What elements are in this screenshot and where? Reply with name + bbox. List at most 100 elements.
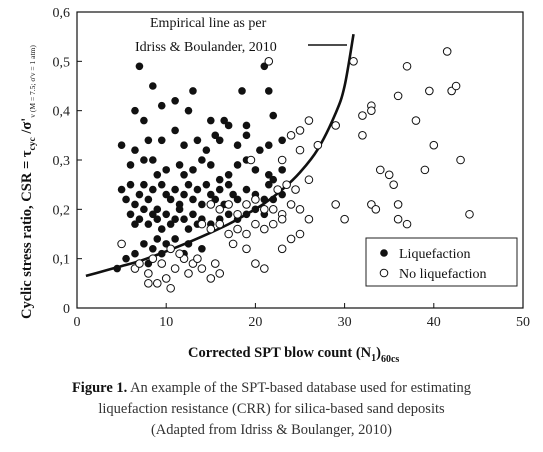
liquefaction-point — [144, 136, 153, 145]
no-liquefaction-point — [246, 155, 256, 165]
liquefaction-point — [131, 249, 139, 258]
liquefaction-point — [242, 131, 251, 140]
no-liquefaction-point — [384, 170, 394, 180]
no-liquefaction-point — [215, 205, 225, 214]
no-liquefaction-point — [375, 165, 385, 175]
liquefaction-point — [189, 166, 197, 174]
liquefaction-point — [175, 205, 184, 214]
legend: Liquefaction No liquefaction — [365, 237, 518, 287]
no-liquefaction-point — [193, 254, 202, 263]
y-tick-label: 0,6 — [53, 6, 71, 21]
liquefaction-point — [233, 141, 242, 149]
no-liquefaction-point — [465, 209, 474, 219]
caption-line1-text: An example of the SPT-based database use… — [127, 380, 472, 396]
liquefaction-point — [211, 131, 220, 140]
liquefaction-point — [171, 215, 179, 223]
liquefaction-point — [198, 200, 206, 209]
liquefaction-point — [215, 185, 224, 194]
no-liquefaction-point — [371, 205, 381, 214]
liquefaction-point — [184, 225, 193, 233]
liquefaction-point — [264, 180, 273, 189]
liquefaction-point — [233, 195, 242, 204]
y-tick-label: 0,4 — [53, 105, 71, 120]
x-tick-label: 0 — [74, 315, 81, 330]
x-tick-label: 40 — [427, 315, 441, 330]
liquefaction-point — [242, 185, 251, 194]
no-liquefaction-point — [277, 155, 287, 165]
no-liquefaction-point — [215, 219, 225, 229]
no-liquefaction-point — [393, 91, 403, 101]
x-tick-label: 20 — [248, 315, 262, 330]
liquefaction-point — [157, 180, 166, 189]
caption-line3: (Adapted from Idriss & Boulanger, 2010) — [150, 422, 393, 438]
liquefaction-point — [189, 87, 197, 95]
no-liquefaction-point — [224, 229, 233, 239]
legend-label-liquefaction: Liquefaction — [399, 247, 471, 262]
liquefaction-point — [162, 166, 170, 174]
liquefaction-point — [180, 141, 188, 149]
liquefaction-point — [256, 146, 264, 154]
liquefaction-point — [166, 220, 175, 228]
liquefaction-point — [180, 215, 188, 223]
caption-figure-label: Figure 1. — [71, 380, 128, 396]
no-liquefaction-point — [402, 61, 412, 71]
liquefaction-point — [207, 116, 215, 125]
liquefaction-point — [207, 190, 215, 199]
liquefaction-point — [153, 171, 162, 179]
scatter-chart: 0 10 20 30 40 50 0 0,1 0,2 0,3 0,4 0,5 0,6 Empirica… — [19, 6, 530, 365]
liquefaction-point — [140, 180, 148, 189]
no-liquefaction-point — [161, 274, 171, 283]
no-liquefaction-point — [313, 140, 323, 150]
no-liquefaction-point — [451, 81, 461, 91]
liquefaction-point — [193, 136, 202, 145]
no-liquefaction-point — [148, 254, 158, 263]
liquefaction-point — [144, 220, 153, 228]
no-liquefaction-point — [197, 219, 207, 229]
no-liquefaction-point — [340, 214, 349, 224]
liquefaction-point — [140, 240, 148, 248]
liquefaction-point — [238, 87, 246, 95]
liquefaction-point — [184, 180, 193, 189]
no-liquefaction-point — [260, 264, 269, 273]
liquefaction-point — [126, 180, 135, 189]
no-liquefaction-point — [260, 205, 269, 214]
liquefaction-point — [224, 210, 233, 219]
liquefaction-point — [162, 210, 170, 219]
liquefaction-point — [269, 111, 278, 120]
liquefaction-point — [229, 190, 237, 199]
liquefaction-point — [166, 195, 175, 204]
x-tick-label: 10 — [159, 315, 173, 330]
liquefaction-point — [135, 215, 144, 223]
no-liquefaction-point — [206, 224, 216, 234]
liquefaction-point — [224, 180, 233, 189]
no-liquefaction-points — [117, 47, 474, 293]
liquefaction-point — [251, 166, 260, 174]
liquefaction-point — [242, 210, 251, 219]
no-liquefaction-point — [251, 259, 260, 268]
no-liquefaction-point — [295, 126, 305, 135]
no-liquefaction-point — [425, 86, 434, 96]
no-liquefaction-point — [268, 205, 278, 214]
liquefaction-point — [135, 190, 144, 199]
no-liquefaction-point — [331, 121, 340, 130]
no-liquefaction-point — [233, 224, 242, 234]
no-liquefaction-point — [135, 259, 144, 268]
liquefaction-point — [131, 146, 139, 154]
no-liquefaction-point — [393, 214, 403, 224]
no-liquefaction-point — [291, 185, 300, 194]
no-liquefaction-point — [175, 249, 184, 259]
no-liquefaction-point — [260, 224, 269, 234]
no-liquefaction-point — [184, 269, 193, 278]
no-liquefaction-point — [304, 214, 314, 224]
no-liquefaction-point — [170, 264, 180, 273]
liquefaction-point — [220, 116, 228, 125]
no-liquefaction-point — [295, 145, 305, 155]
liquefaction-point — [157, 101, 166, 110]
no-liquefaction-point — [242, 229, 251, 239]
liquefaction-point — [198, 156, 206, 164]
liquefaction-point — [260, 195, 269, 204]
liquefaction-point — [189, 210, 197, 219]
no-liquefaction-point — [358, 111, 367, 120]
liquefaction-point — [278, 136, 286, 145]
no-liquefaction-point — [242, 244, 251, 254]
